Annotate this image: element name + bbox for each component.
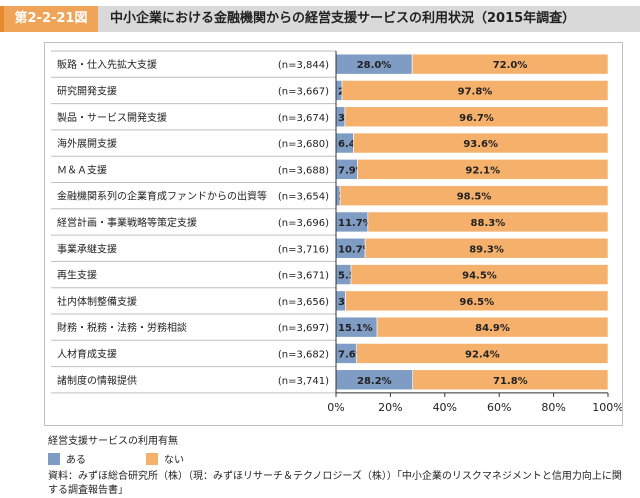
bar-nai [357,159,609,180]
stacked-bar-chart: 販路・仕入先拡大支援 (n=3,844) 28.0% 72.0% 研究開発支援 (n=3,… [51,50,622,414]
data-label: 7.9% [338,165,366,176]
category-label: 販路・仕入先拡大支援 [57,58,157,71]
data-label: 11.7% [338,218,373,229]
bar-nai [376,316,609,338]
legend-swatch-aru [48,452,60,465]
data-label: 84.9% [475,323,510,334]
category-label: 財務・税務・法務・労務相談 [57,321,187,334]
data-label: 92.4% [465,349,500,360]
category-label: 研究開発支援 [57,84,117,97]
data-label: 88.3% [471,218,506,229]
data-label: 92.1% [465,165,500,176]
data-label: 98.5% [457,192,492,203]
category-label: 海外展開支援 [57,137,117,150]
data-label: 15.1% [338,323,373,334]
n-label: (n=3,741) [278,376,329,387]
legend-item-aru: ある [48,451,86,466]
category-label: 金融機関系列の企業育成ファンドからの出資等 [57,190,267,203]
n-label: (n=3,688) [278,165,329,176]
n-label: (n=3,696) [278,218,329,229]
category-label: 事業承継支援 [57,242,117,255]
bar-nai [350,264,609,285]
legend-label-nai: ない [164,455,184,466]
figure-title: 中小企業における金融機関からの経営支援サービスの利用状況（2015年調査） [110,11,576,26]
x-tick-label: 20% [378,401,402,414]
data-label: 96.7% [459,113,494,124]
bar-nai [364,237,609,259]
x-tick-label: 80% [541,401,565,414]
n-label: (n=3,671) [278,271,329,282]
category-label: 再生支援 [57,269,97,282]
category-label: 社内体制整備支援 [57,295,137,308]
n-label: (n=3,674) [278,113,329,124]
n-label: (n=3,844) [278,60,329,71]
n-label: (n=3,656) [278,297,329,308]
legend-label-aru: ある [66,455,86,466]
category-label: 諸制度の情報提供 [57,374,137,387]
data-label: 94.5% [462,271,497,282]
n-label: (n=3,682) [278,349,329,360]
n-label: (n=3,680) [278,139,329,150]
bar-nai [356,343,609,364]
data-label: 7.6% [338,349,366,360]
bar-nai [341,80,609,101]
data-label: 10.7% [338,244,373,255]
category-label: 人材育成支援 [57,347,117,360]
source-note: 資料：みずほ総合研究所（株）（現：みずほリサーチ＆テクノロジーズ（株））「中小企… [48,471,622,496]
data-label: 96.5% [459,297,494,308]
bar-nai [344,106,609,128]
data-label: 71.8% [493,376,528,387]
n-label: (n=3,667) [278,86,329,97]
figure-label: 第2-2-21図 [0,6,98,32]
bar-nai [353,132,609,154]
bar-nai [412,369,609,391]
category-label: Ｍ＆Ａ支援 [57,163,107,176]
bar-nai [345,290,609,312]
x-tick-label: 40% [433,401,457,414]
data-label: 89.3% [469,244,504,255]
legend: 経営支援サービスの利用有無 ある ない [48,432,184,466]
figure-title-bar: 第2-2-21図 中小企業における金融機関からの経営支援サービスの利用状況（20… [0,6,640,32]
bar-nai [411,53,609,75]
n-label: (n=3,654) [278,192,329,203]
data-label: 6.4% [338,139,366,150]
bar-nai [339,185,609,206]
legend-swatch-nai [146,452,158,465]
legend-title: 経営支援サービスの利用有無 [48,436,178,447]
n-label: (n=3,716) [278,244,329,255]
data-label: 28.2% [357,376,392,387]
data-label: 72.0% [493,60,528,71]
x-tick-label: 60% [487,401,511,414]
data-label: 97.8% [458,86,493,97]
legend-item-nai: ない [146,451,184,466]
x-tick-label: 0% [327,401,344,414]
x-tick-label: 100% [592,401,622,414]
chart-frame: 販路・仕入先拡大支援 (n=3,844) 28.0% 72.0% 研究開発支援 (n=3,… [44,42,623,426]
category-label: 製品・サービス開発支援 [57,111,167,124]
data-label: 28.0% [357,60,392,71]
category-label: 経営計画・事業戦略等策定支援 [57,216,197,229]
data-label: 93.6% [463,139,498,150]
n-label: (n=3,697) [278,323,329,334]
bar-nai [367,211,609,233]
